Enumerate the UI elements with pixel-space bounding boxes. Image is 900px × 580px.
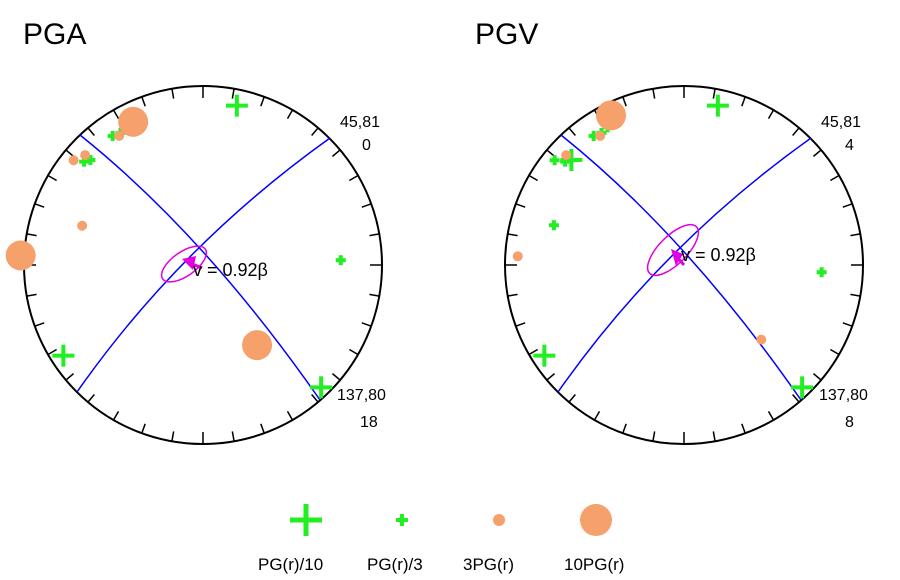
station-markers — [5, 94, 346, 399]
nodal-plane-1 — [79, 134, 321, 401]
station-marker — [80, 150, 91, 161]
legend-symbol — [396, 514, 408, 526]
panel-title: PGV — [475, 18, 538, 51]
legend-item-pg-over-10: PG(r)/10 — [258, 504, 323, 574]
rupture-ellipse — [160, 245, 208, 283]
legend: PG(r)/10 PG(r)/3 3PG(r) 10PG(r) — [258, 504, 624, 574]
plane1-value: 0 — [362, 137, 371, 154]
legend-label: PG(r)/3 — [367, 555, 423, 574]
rupture-direction-arrow — [182, 256, 203, 270]
legend-item-pg-over-3: PG(r)/3 — [367, 514, 423, 574]
station-marker — [596, 100, 627, 131]
station-marker — [595, 130, 606, 141]
station-marker — [118, 106, 149, 137]
plane1-label: 45,81 — [821, 114, 861, 131]
plane2-label: 137,80 — [337, 387, 386, 404]
plane1-label: 45,81 — [340, 114, 380, 131]
nodal-plane-2 — [76, 137, 331, 393]
legend-label: 3PG(r) — [463, 555, 514, 574]
plane2-value: 8 — [845, 414, 854, 431]
legend-symbol — [493, 514, 505, 526]
station-marker — [706, 94, 729, 117]
panel-title: PGA — [23, 18, 86, 51]
plane2-label: 137,80 — [819, 387, 868, 404]
station-marker — [242, 330, 273, 361]
station-marker — [68, 155, 79, 166]
rupture-direction-arrow — [671, 249, 686, 266]
velocity-label: v = 0.92β — [681, 245, 756, 265]
station-marker — [225, 94, 248, 117]
nodal-plane-2 — [557, 137, 812, 393]
station-markers — [512, 94, 827, 399]
rupture-ellipse — [646, 223, 700, 277]
tick-marks — [505, 86, 863, 444]
legend-symbol — [290, 504, 322, 536]
station-marker — [548, 220, 559, 231]
station-marker — [512, 251, 523, 262]
station-marker — [816, 267, 827, 278]
legend-label: 10PG(r) — [564, 555, 624, 574]
station-marker — [114, 130, 125, 141]
panel-pgv: PGV v = 0.92β 45,81 4 137,80 8 — [475, 18, 868, 445]
panel-pga: PGA v = 0.92β 45,81 0 137,80 18 — [5, 18, 386, 445]
legend-symbol — [580, 504, 612, 536]
legend-label: PG(r)/10 — [258, 555, 323, 574]
station-marker — [52, 344, 75, 367]
station-marker — [77, 220, 88, 231]
nodal-plane-1 — [560, 134, 802, 401]
station-marker — [310, 376, 333, 399]
station-marker — [533, 344, 556, 367]
velocity-label: v = 0.92β — [193, 260, 268, 280]
plane2-value: 18 — [360, 414, 378, 431]
station-marker — [791, 376, 814, 399]
station-marker — [549, 155, 560, 166]
legend-item-10pg: 10PG(r) — [564, 504, 624, 574]
station-marker — [756, 334, 767, 345]
station-marker — [335, 255, 346, 266]
station-marker — [5, 240, 36, 271]
plane1-value: 4 — [845, 137, 854, 154]
station-marker — [561, 150, 572, 161]
legend-item-3pg: 3PG(r) — [463, 514, 514, 574]
